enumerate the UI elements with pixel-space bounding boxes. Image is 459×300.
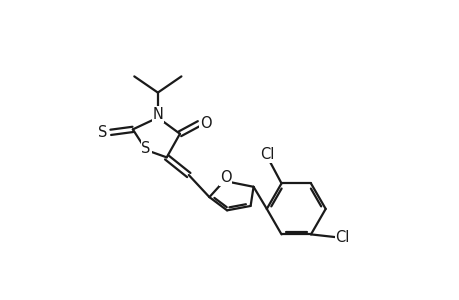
- Text: O: O: [199, 116, 211, 131]
- Text: Cl: Cl: [260, 147, 274, 162]
- Text: S: S: [98, 125, 107, 140]
- Text: O: O: [219, 170, 231, 185]
- Text: S: S: [141, 141, 151, 156]
- Text: N: N: [152, 107, 163, 122]
- Text: Cl: Cl: [335, 230, 349, 245]
